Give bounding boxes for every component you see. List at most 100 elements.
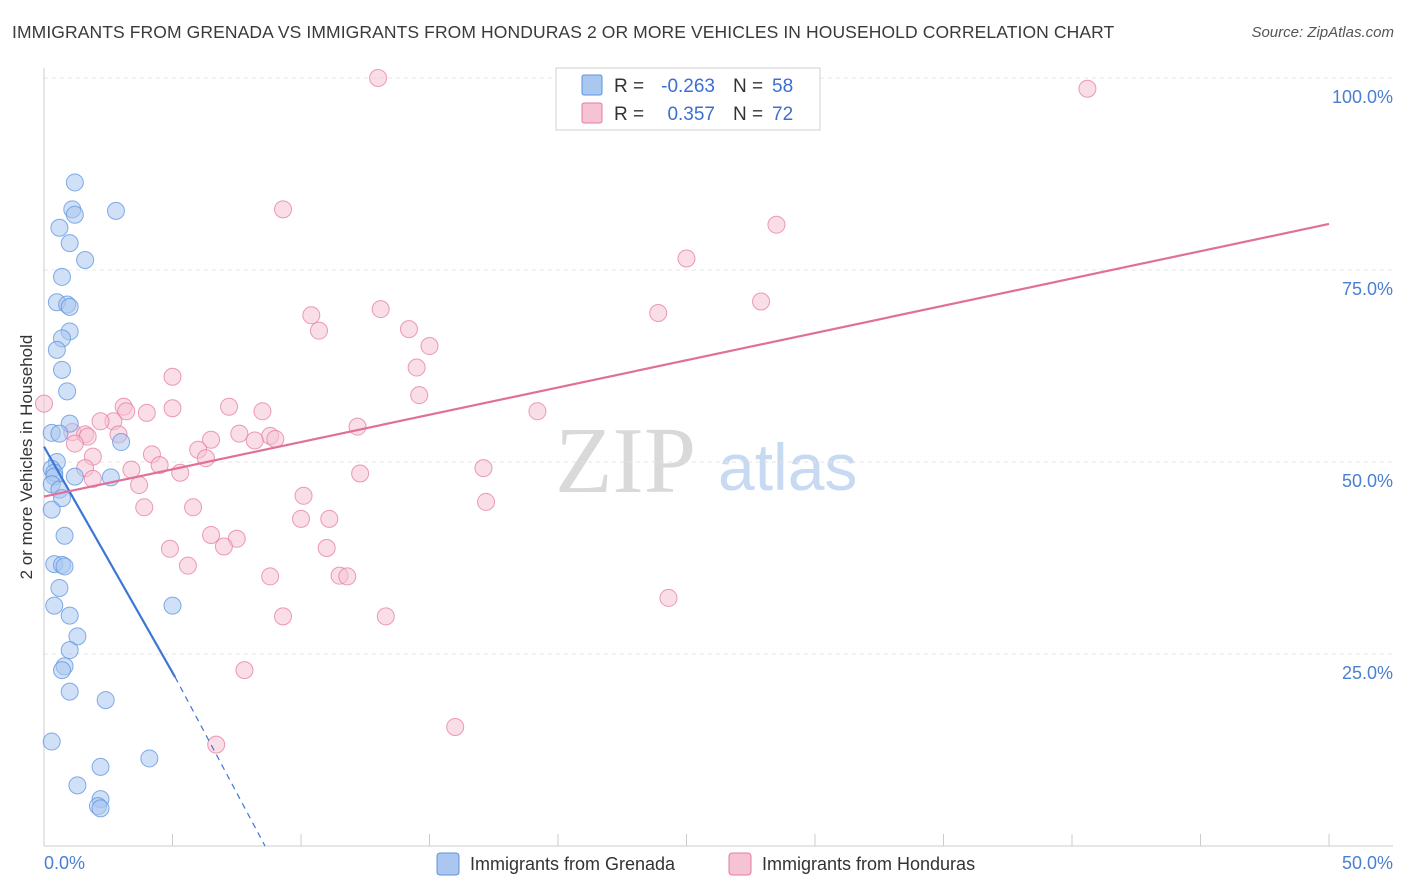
point-honduras bbox=[65, 434, 84, 453]
x-tick-label-max: 50.0% bbox=[1342, 853, 1393, 873]
point-grenada bbox=[52, 661, 71, 680]
bottom-legend-label-honduras: Immigrants from Honduras bbox=[762, 854, 975, 874]
point-honduras bbox=[220, 397, 239, 416]
point-grenada bbox=[96, 691, 115, 710]
point-honduras bbox=[122, 460, 141, 479]
y-tick-label-50: 50.0% bbox=[1342, 471, 1393, 491]
point-grenada bbox=[60, 297, 79, 316]
point-honduras bbox=[214, 537, 233, 556]
bottom-legend-swatch-grenada bbox=[436, 852, 460, 876]
point-grenada bbox=[60, 641, 79, 660]
bottom-legend-swatch-honduras bbox=[728, 852, 752, 876]
point-honduras bbox=[317, 539, 336, 558]
point-grenada bbox=[65, 467, 84, 486]
trend-lines bbox=[43, 222, 1330, 847]
point-honduras bbox=[302, 306, 321, 325]
point-honduras bbox=[474, 459, 493, 478]
point-honduras bbox=[117, 402, 136, 421]
legend-n-label-honduras: N = bbox=[733, 104, 763, 125]
legend-n-label-grenada: N = bbox=[733, 76, 763, 97]
point-honduras bbox=[410, 386, 429, 405]
series-legend: Immigrants from Grenada Immigrants from … bbox=[436, 852, 975, 876]
point-honduras bbox=[659, 588, 678, 607]
point-honduras bbox=[752, 292, 771, 311]
point-honduras bbox=[245, 431, 264, 450]
point-grenada bbox=[65, 173, 84, 192]
point-grenada bbox=[91, 757, 110, 776]
legend-swatch-grenada bbox=[581, 74, 603, 96]
x-tick-marks bbox=[43, 834, 1330, 846]
y-tick-label-100: 100.0% bbox=[1332, 87, 1393, 107]
y-tick-label-75: 75.0% bbox=[1342, 279, 1393, 299]
point-honduras bbox=[163, 367, 182, 386]
point-honduras bbox=[528, 402, 547, 421]
point-honduras bbox=[35, 394, 53, 413]
point-grenada bbox=[106, 201, 125, 220]
point-honduras bbox=[294, 486, 313, 505]
point-honduras bbox=[91, 412, 110, 431]
trend-line-honduras bbox=[43, 222, 1330, 498]
point-grenada bbox=[45, 596, 64, 615]
chart-title: IMMIGRANTS FROM GRENADA VS IMMIGRANTS FR… bbox=[12, 22, 1115, 42]
point-honduras bbox=[83, 469, 102, 488]
legend-n-value-honduras: 72 bbox=[772, 104, 793, 125]
point-honduras bbox=[137, 403, 156, 422]
point-honduras bbox=[253, 402, 272, 421]
point-honduras bbox=[130, 476, 149, 495]
point-honduras bbox=[274, 607, 293, 626]
point-grenada bbox=[112, 433, 131, 452]
point-honduras bbox=[477, 492, 496, 511]
legend-r-label-honduras: R = bbox=[614, 104, 644, 125]
point-honduras bbox=[767, 215, 786, 234]
y-tick-label-25: 25.0% bbox=[1342, 663, 1393, 683]
series-honduras-points bbox=[35, 69, 1097, 754]
point-grenada bbox=[50, 424, 69, 443]
legend-r-value-grenada: -0.263 bbox=[661, 76, 715, 97]
point-grenada bbox=[52, 360, 71, 379]
point-honduras bbox=[348, 417, 367, 436]
point-honduras bbox=[135, 498, 154, 517]
stats-legend: R = -0.263 N = 58 R = 0.357 N = 72 bbox=[555, 67, 821, 131]
point-honduras bbox=[230, 424, 249, 443]
point-honduras bbox=[369, 69, 388, 87]
legend-n-value-grenada: 58 bbox=[772, 76, 793, 97]
watermark-zip: ZIP bbox=[555, 409, 696, 513]
point-grenada bbox=[50, 578, 69, 597]
point-honduras bbox=[163, 399, 182, 418]
point-honduras bbox=[338, 567, 357, 586]
point-honduras bbox=[184, 498, 203, 517]
point-honduras bbox=[320, 509, 339, 528]
point-grenada bbox=[55, 557, 74, 576]
legend-r-value-honduras: 0.357 bbox=[667, 104, 715, 125]
point-honduras bbox=[202, 430, 221, 449]
point-honduras bbox=[677, 249, 696, 268]
point-honduras bbox=[371, 300, 390, 319]
trend-line-grenada-extension bbox=[174, 676, 266, 847]
point-honduras bbox=[266, 429, 285, 448]
point-honduras bbox=[407, 358, 426, 377]
point-honduras bbox=[1078, 79, 1097, 98]
point-grenada bbox=[60, 606, 79, 625]
point-honduras bbox=[235, 661, 254, 680]
point-grenada bbox=[52, 267, 71, 286]
gridlines bbox=[44, 77, 1393, 655]
point-honduras bbox=[399, 320, 418, 339]
point-grenada bbox=[65, 205, 84, 224]
point-honduras bbox=[178, 556, 197, 575]
point-honduras bbox=[649, 304, 668, 323]
point-honduras bbox=[202, 525, 221, 544]
point-honduras bbox=[351, 464, 370, 483]
point-honduras bbox=[446, 717, 465, 736]
point-honduras bbox=[261, 567, 280, 586]
bottom-legend-label-grenada: Immigrants from Grenada bbox=[470, 854, 676, 874]
point-honduras bbox=[207, 735, 226, 754]
point-grenada bbox=[42, 500, 61, 519]
point-grenada bbox=[60, 682, 79, 701]
point-honduras bbox=[309, 321, 328, 340]
watermark: ZIP atlas bbox=[555, 409, 857, 513]
point-grenada bbox=[55, 526, 74, 545]
point-grenada bbox=[76, 251, 95, 270]
point-grenada bbox=[60, 234, 79, 253]
point-honduras bbox=[160, 539, 179, 558]
